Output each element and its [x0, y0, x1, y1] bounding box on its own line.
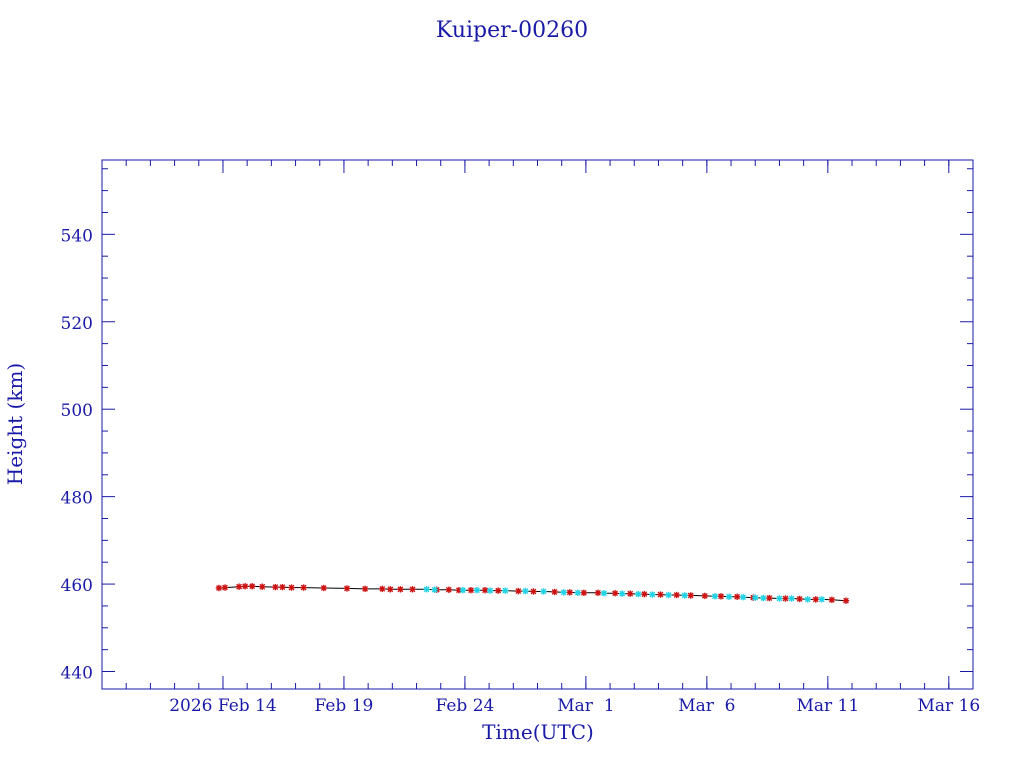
y-axis-label: Height (km)	[3, 363, 27, 485]
y-tick-label: 460	[61, 576, 93, 596]
data-point	[739, 593, 747, 601]
data-point	[635, 590, 642, 598]
data-point	[687, 592, 694, 599]
data-point	[515, 587, 522, 595]
data-point	[681, 592, 688, 599]
data-point	[379, 585, 386, 593]
y-tick-label: 540	[61, 226, 93, 246]
data-point	[600, 590, 608, 597]
data-point	[467, 586, 475, 594]
data-point	[445, 586, 452, 593]
data-point	[641, 590, 648, 598]
data-point	[725, 593, 733, 600]
data-point	[842, 597, 850, 604]
data-point	[235, 583, 243, 590]
x-tick-label: Mar 6	[678, 696, 735, 716]
data-point	[733, 593, 741, 600]
data-point	[717, 593, 725, 600]
data-point	[766, 594, 773, 602]
data-point	[657, 591, 664, 598]
data-point	[812, 596, 819, 603]
data-point	[241, 583, 249, 590]
data-point	[215, 584, 223, 592]
data-point	[560, 589, 567, 596]
data-point	[320, 584, 327, 592]
data-point	[818, 596, 825, 603]
data-point	[459, 586, 467, 594]
data-point	[788, 595, 795, 602]
data-point	[594, 589, 602, 597]
data-point	[486, 587, 494, 594]
data-point	[618, 590, 626, 597]
y-tick-label: 520	[61, 314, 93, 334]
data-point	[580, 589, 588, 597]
chart-title: Kuiper-00260	[436, 18, 588, 43]
y-tick-labels: 440 460 480 500 520 540	[61, 226, 93, 683]
data-point	[627, 590, 634, 597]
data-point	[551, 588, 558, 596]
data-point	[611, 590, 619, 597]
data-point	[272, 583, 279, 591]
data-point	[409, 586, 416, 593]
data-point	[828, 596, 836, 604]
y-tick-label: 500	[61, 401, 93, 421]
data-point	[673, 591, 680, 599]
data-point	[221, 584, 229, 591]
x-tick-label: Mar 16	[917, 696, 980, 716]
x-axis-label: Time(UTC)	[482, 720, 594, 744]
x-tick-label: 2026 Feb 14	[169, 696, 277, 716]
x-tick-label: Mar 1	[557, 696, 614, 716]
plot-frame	[101, 159, 974, 690]
x-tick-label: Feb 19	[315, 696, 374, 716]
data-point	[343, 585, 351, 592]
axis-ticks	[101, 160, 974, 689]
data-point	[796, 595, 803, 603]
x-tick-label: Feb 24	[435, 696, 494, 716]
data-point	[473, 586, 481, 594]
data-point	[249, 583, 256, 590]
data-point	[387, 586, 394, 593]
data-point	[431, 586, 438, 593]
data-point	[522, 587, 529, 595]
data-point	[804, 596, 811, 603]
data-point	[502, 587, 509, 594]
data-point	[530, 588, 537, 595]
x-tick-labels: 2026 Feb 14 Feb 19 Feb 24 Mar 1 Mar 6 Mar 11 M…	[169, 696, 980, 716]
x-tick-label: Mar 11	[796, 696, 859, 716]
data-point	[300, 584, 307, 591]
data-point	[776, 595, 783, 602]
data-point	[361, 585, 369, 593]
data-point	[665, 591, 672, 599]
data-point	[279, 583, 286, 591]
data-point	[397, 586, 404, 593]
data-point	[760, 594, 767, 602]
data-point	[566, 589, 573, 596]
data-point	[649, 591, 656, 598]
data-point	[494, 587, 502, 594]
data-point	[752, 594, 759, 601]
data-point	[782, 595, 789, 602]
data-point	[259, 583, 266, 590]
data-point	[540, 588, 547, 595]
y-tick-label: 440	[61, 664, 93, 684]
data-point	[574, 589, 582, 597]
data-points	[215, 583, 850, 604]
data-point	[288, 584, 295, 591]
data-point	[701, 592, 709, 600]
data-point	[423, 586, 430, 593]
y-tick-label: 480	[61, 489, 93, 509]
data-point	[711, 593, 719, 600]
